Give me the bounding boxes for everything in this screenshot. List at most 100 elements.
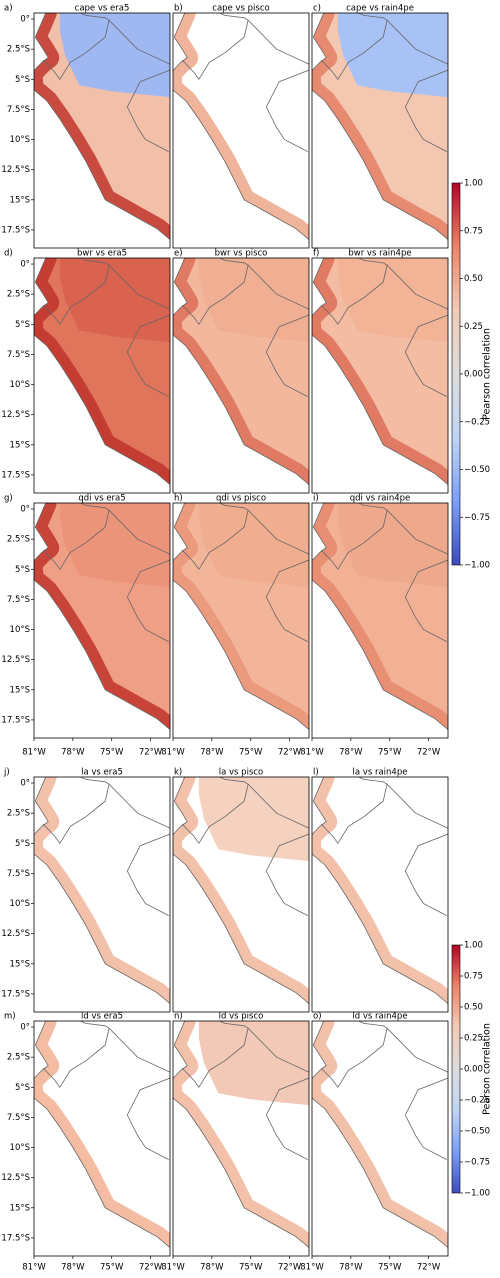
y-tick-label: 12.5°S: [1, 165, 30, 175]
border: [265, 314, 309, 397]
border: [79, 1021, 110, 1029]
x-tick-label: 81°W: [300, 748, 324, 758]
colorbar-tick-label: −0.50: [464, 1127, 490, 1137]
panel-title: ld vs pisco: [219, 1012, 264, 1022]
panel-frame: [33, 257, 171, 494]
north-field: [198, 13, 309, 98]
coastline: [34, 503, 170, 733]
coastline: [312, 777, 448, 1007]
panel-label: l): [313, 768, 319, 778]
border: [218, 258, 249, 266]
colorbar-tick-label: −0.25: [464, 1096, 490, 1106]
panel-frame: [311, 1020, 449, 1257]
panel-title: la vs rain4pe: [353, 768, 408, 778]
map-panel: [312, 258, 448, 493]
border: [218, 1021, 249, 1029]
coastline: [173, 13, 309, 243]
north-field: [198, 777, 309, 862]
x-tick-label: 81°W: [161, 1263, 185, 1273]
y-tick-label: 15°S: [10, 959, 30, 969]
border: [357, 13, 388, 21]
coastline: [34, 13, 170, 243]
y-tick-label: 2.5°S: [7, 1053, 30, 1063]
colorbar-tick-label: 0.00: [464, 1065, 483, 1075]
colorbar-label: Pearson correlation: [482, 1023, 493, 1115]
panel-label: b): [174, 4, 183, 14]
panel-label: g): [4, 494, 13, 504]
panel-label: n): [174, 1012, 183, 1022]
x-tick-label: 75°W: [378, 1263, 402, 1273]
border: [357, 777, 388, 785]
y-tick-label: 7.5°S: [7, 1113, 30, 1123]
panel-label: o): [313, 1012, 322, 1022]
y-tick-label: 0°: [20, 505, 30, 515]
map-panel: [173, 13, 309, 248]
colorbar-tick-label: 0.00: [464, 370, 483, 380]
y-tick-label: 2.5°S: [7, 535, 30, 545]
panel-label: a): [4, 4, 13, 14]
north-field: [198, 1021, 309, 1106]
colorbar: [451, 944, 461, 1194]
colorbar-tick-label: −0.75: [464, 513, 490, 523]
north-field: [198, 503, 309, 588]
border: [218, 13, 249, 21]
north-field: [59, 13, 170, 98]
panel-frame: [33, 776, 171, 1013]
map-panel: [173, 503, 309, 738]
panel-label: j): [3, 768, 10, 778]
y-tick-label: 12.5°S: [1, 410, 30, 420]
border: [42, 783, 170, 845]
x-tick-label: 75°W: [239, 748, 263, 758]
panel-title: ld vs rain4pe: [352, 1012, 407, 1022]
y-tick-label: 7.5°S: [7, 869, 30, 879]
border: [320, 19, 448, 81]
y-tick-label: 10°S: [10, 135, 30, 145]
panel-frame: [33, 502, 171, 739]
border: [265, 1077, 309, 1160]
y-tick-label: 0°: [20, 779, 30, 789]
y-tick-label: 17.5°S: [1, 715, 30, 725]
border: [265, 833, 309, 916]
colorbar-tick-label: −1.00: [464, 1189, 490, 1199]
colorbar-tick-label: 0.50: [464, 274, 483, 284]
colorbar-tick-label: −0.75: [464, 1158, 490, 1168]
border: [42, 19, 170, 81]
x-tick-label: 81°W: [22, 1263, 46, 1273]
y-tick-label: 17.5°S: [1, 225, 30, 235]
coastline: [34, 258, 170, 488]
colorbar-tick-label: 0.25: [464, 322, 483, 332]
y-tick-label: 15°S: [10, 1203, 30, 1213]
north-field: [337, 1021, 448, 1106]
coastline: [34, 1021, 170, 1251]
coastline: [173, 258, 309, 488]
map-panel: [34, 13, 170, 248]
map-panel: [34, 258, 170, 493]
panel-title: cape vs pisco: [212, 4, 269, 14]
coastline: [312, 13, 448, 243]
border: [320, 509, 448, 571]
colorbar-tick-label: 1.00: [464, 941, 483, 951]
map-panel: [173, 258, 309, 493]
coastline: [173, 1021, 309, 1251]
colorbar-tick-label: 0.75: [464, 972, 483, 982]
border: [404, 314, 448, 397]
map-panel: [312, 13, 448, 248]
panel-frame: [311, 12, 449, 249]
y-tick-label: 5°S: [15, 565, 30, 575]
border: [357, 503, 388, 511]
colorbar-tick-label: 0.50: [464, 1003, 483, 1013]
y-tick-label: 2.5°S: [7, 45, 30, 55]
north-field: [59, 258, 170, 343]
north-field: [59, 503, 170, 588]
border: [126, 314, 170, 397]
x-tick-label: 72°W: [278, 748, 302, 758]
panel-label: d): [4, 249, 13, 259]
map-panel: [312, 1021, 448, 1256]
panel-frame: [172, 257, 310, 494]
panel-title: la vs pisco: [219, 768, 264, 778]
y-tick-label: 5°S: [15, 75, 30, 85]
y-tick-label: 2.5°S: [7, 809, 30, 819]
x-tick-label: 78°W: [339, 1263, 363, 1273]
y-tick-label: 10°S: [10, 1143, 30, 1153]
